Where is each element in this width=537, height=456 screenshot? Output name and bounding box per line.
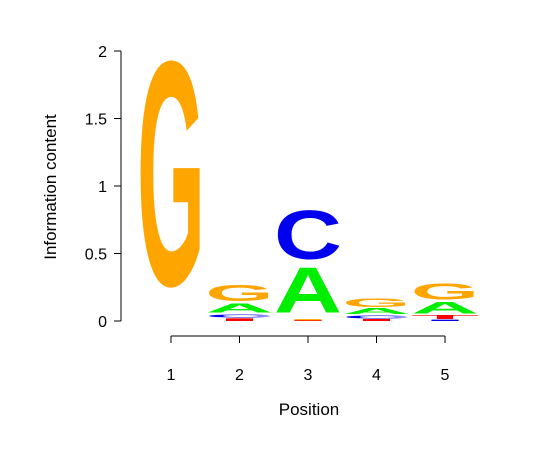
- logo-letter-G: G: [343, 297, 411, 310]
- y-axis: 0 0.5 1 1.5 2: [85, 44, 122, 331]
- y-tick-label: 0.5: [85, 247, 107, 264]
- logo-letter-T: [294, 319, 322, 321]
- logo-letter-A: A: [343, 307, 411, 316]
- x-tick-label: 1: [167, 367, 176, 384]
- logo-letter-G: [294, 319, 322, 321]
- logo-letter-T: [225, 318, 254, 321]
- x-axis-label: Position: [279, 400, 339, 419]
- logo-letter-A: A: [411, 299, 479, 317]
- logo-letter-G: G: [206, 280, 274, 306]
- logo-letter-G: G: [411, 278, 479, 304]
- x-tick-label: 5: [441, 367, 450, 384]
- x-tick-label: 3: [304, 367, 313, 384]
- x-axis: 1 2 3 4 5: [167, 335, 450, 384]
- logo-letter-T: T: [411, 315, 479, 321]
- logo-letter-C: [431, 319, 459, 321]
- logo-letter-C: C: [206, 313, 274, 319]
- logo-letter-A: A: [206, 301, 274, 316]
- x-tick-label: 2: [235, 367, 244, 384]
- logo-letter-C: C: [343, 314, 411, 320]
- y-axis-label: Information content: [41, 114, 60, 260]
- x-tick-label: 4: [372, 367, 381, 384]
- y-tick-label: 1: [98, 179, 107, 196]
- logo-letter-G: G: [137, 0, 205, 353]
- y-tick-label: 0: [98, 314, 107, 331]
- logo-letter-A: A: [274, 255, 342, 327]
- y-tick-label: 1.5: [85, 112, 107, 129]
- y-tick-label: 2: [98, 44, 107, 61]
- logo-letter-T: [362, 318, 391, 321]
- logo-letter-C: C: [274, 196, 342, 274]
